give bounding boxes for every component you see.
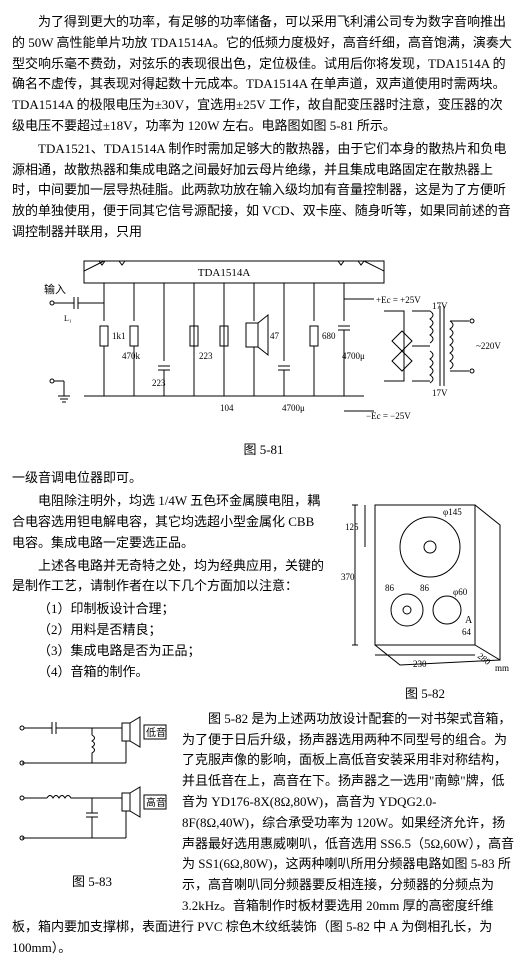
- circuit-diagram-icon: TDA1514A 输入 L₁ 1k1 470k: [24, 251, 504, 431]
- paragraph-2: TDA1521、TDA1514A 制作时需加足够大的散热器，由于它们本身的散热片…: [12, 139, 515, 243]
- svg-text:4700μ: 4700μ: [282, 403, 305, 413]
- svg-text:125: 125: [345, 522, 359, 532]
- speaker-cabinet-icon: 370 125 230 φ145 φ60 86 86 64 280 mm A: [335, 495, 515, 675]
- svg-text:370: 370: [341, 572, 355, 582]
- svg-text:L₁: L₁: [64, 314, 72, 323]
- svg-text:86: 86: [420, 583, 430, 593]
- svg-text:φ145: φ145: [443, 507, 462, 517]
- svg-text:223: 223: [199, 351, 213, 361]
- svg-text:4700μ: 4700μ: [342, 351, 365, 361]
- svg-text:mm: mm: [495, 663, 509, 673]
- svg-text:−Ec = −25V: −Ec = −25V: [366, 411, 411, 421]
- svg-text:470k: 470k: [122, 351, 141, 361]
- crossover-network-icon: 低音 高音: [12, 713, 172, 863]
- svg-text:1k1: 1k1: [112, 331, 126, 341]
- svg-text:230: 230: [413, 659, 427, 669]
- chip-label: TDA1514A: [197, 267, 250, 279]
- figure-5-83-caption: 图 5-83: [12, 872, 172, 893]
- figure-5-81: TDA1514A 输入 L₁ 1k1 470k: [12, 251, 515, 461]
- svg-text:86: 86: [385, 583, 395, 593]
- svg-text:680: 680: [322, 331, 336, 341]
- svg-text:高音: 高音: [146, 796, 166, 809]
- svg-text:223: 223: [152, 378, 166, 388]
- svg-text:φ60: φ60: [453, 587, 468, 597]
- paragraph-1: 为了得到更大的功率，有足够的功率储备，可以采用飞利浦公司专为数字音响推出的 50…: [12, 12, 515, 137]
- svg-text:低音: 低音: [146, 726, 166, 739]
- svg-text:64: 64: [462, 627, 472, 637]
- svg-text:+Ec = +25V: +Ec = +25V: [376, 295, 421, 305]
- figure-5-82-caption: 图 5-82: [335, 684, 515, 705]
- svg-text:17V: 17V: [432, 301, 448, 311]
- svg-text:280: 280: [476, 651, 493, 667]
- input-label: 输入: [44, 282, 66, 296]
- svg-text:A: A: [465, 615, 473, 626]
- figure-5-82: 370 125 230 φ145 φ60 86 86 64 280 mm A 图…: [335, 495, 515, 705]
- svg-text:~220V: ~220V: [476, 341, 501, 351]
- figure-5-81-caption: 图 5-81: [12, 440, 515, 461]
- svg-text:47: 47: [270, 331, 280, 341]
- svg-text:17V: 17V: [432, 388, 448, 398]
- svg-text:104: 104: [220, 403, 234, 413]
- paragraph-3: 一级音调电位器即可。: [12, 468, 515, 489]
- figure-5-83: 低音 高音 图 5-83: [12, 713, 172, 893]
